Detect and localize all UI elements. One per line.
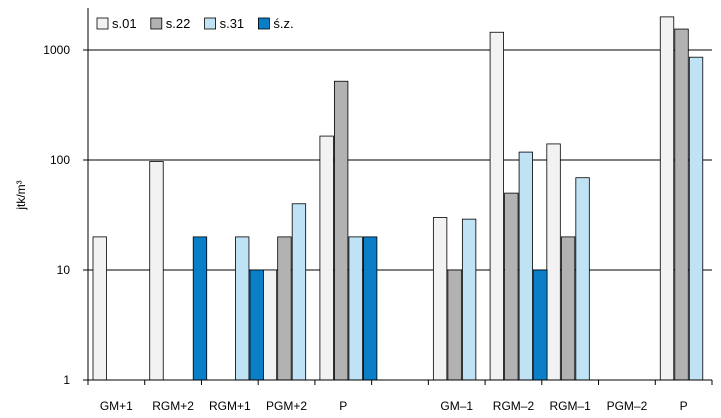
bar <box>334 80 349 381</box>
bar <box>249 269 264 381</box>
bar <box>674 28 689 381</box>
y-tick-label: 100 <box>50 153 70 167</box>
bar <box>291 203 307 381</box>
bar <box>504 192 519 381</box>
bar <box>262 269 278 381</box>
grid-lines <box>88 49 712 271</box>
legend-swatch <box>257 17 270 30</box>
y-tick-label: 10 <box>57 263 71 277</box>
bar <box>92 236 107 381</box>
bar <box>560 236 576 381</box>
x-tick-label: GM–1 <box>440 399 473 413</box>
bar <box>192 236 208 381</box>
legend-label: ś.z. <box>273 16 293 31</box>
legend-label: s.01 <box>112 16 137 31</box>
x-tick-label: RGM–1 <box>550 399 592 413</box>
bar <box>659 16 675 381</box>
bar <box>489 31 504 381</box>
bar <box>277 236 292 381</box>
x-tick-label: PGM+2 <box>266 399 307 413</box>
legend-label: s.31 <box>220 16 245 31</box>
bar <box>546 143 561 381</box>
bar <box>518 151 533 381</box>
y-tick-labels: 1 10 100 1000 <box>43 43 70 387</box>
y-axis-label: jtk/m³ <box>14 180 28 210</box>
bar <box>348 236 363 381</box>
bars <box>92 16 704 381</box>
bar <box>533 269 548 381</box>
bar <box>235 236 250 381</box>
legend-swatch <box>150 17 163 30</box>
x-tick-labels: GM+1 RGM+2 RGM+1 PGM+2 P GM–1 RGM–2 RGM–1 PGM–2 P <box>100 399 688 413</box>
bar <box>149 161 164 381</box>
legend-swatch <box>96 17 109 30</box>
legend-swatch <box>204 17 217 30</box>
x-tick-label: P <box>680 399 688 413</box>
bar <box>432 217 448 381</box>
y-tick-label: 1000 <box>43 43 70 57</box>
bar <box>575 177 590 381</box>
x-tick-label: RGM–2 <box>493 399 535 413</box>
x-tick-label: RGM+2 <box>152 399 194 413</box>
bar <box>461 218 477 381</box>
bar <box>363 236 378 381</box>
y-tick-label: 1 <box>63 373 70 387</box>
x-tick-label: PGM–2 <box>607 399 648 413</box>
legend-label: s.22 <box>166 16 191 31</box>
bar <box>447 269 462 381</box>
bar <box>319 135 334 381</box>
legend: s.01 s.22 s.31 ś.z. <box>96 16 294 31</box>
x-tick-label: RGM+1 <box>209 399 251 413</box>
x-tick-label: GM+1 <box>100 399 133 413</box>
bar <box>688 56 704 381</box>
axes <box>83 8 713 385</box>
x-tick-label: P <box>339 399 347 413</box>
